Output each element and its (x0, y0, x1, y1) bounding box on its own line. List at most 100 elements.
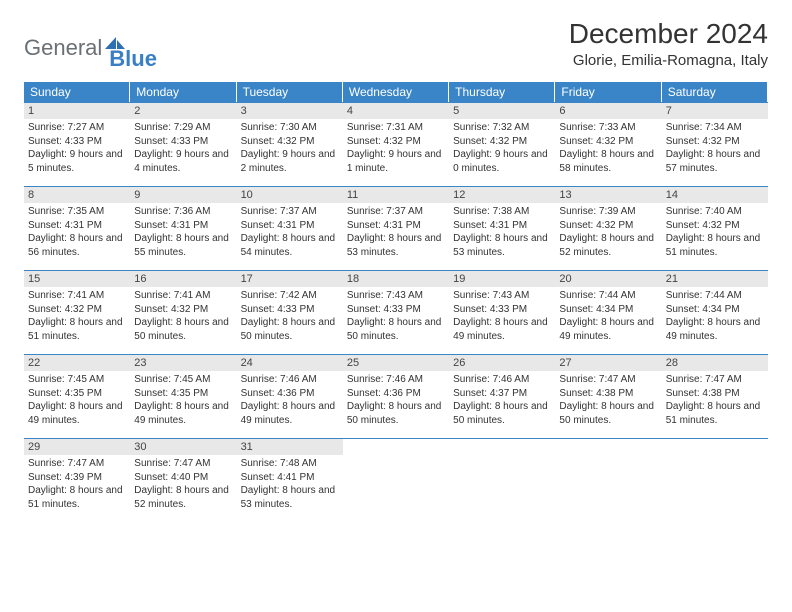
day-info: Sunrise: 7:47 AMSunset: 4:39 PMDaylight:… (24, 455, 130, 517)
title-block: December 2024 Glorie, Emilia-Romagna, It… (569, 18, 768, 69)
day-info: Sunrise: 7:47 AMSunset: 4:38 PMDaylight:… (662, 371, 768, 433)
logo-text-general: General (24, 35, 102, 61)
day-number: 11 (343, 187, 449, 203)
logo-sail-icon (105, 37, 125, 49)
day-number: 5 (449, 103, 555, 119)
month-title: December 2024 (569, 18, 768, 50)
calendar-cell (343, 438, 449, 522)
calendar-cell (555, 438, 661, 522)
day-number: 28 (662, 355, 768, 371)
calendar-cell: 20Sunrise: 7:44 AMSunset: 4:34 PMDayligh… (555, 270, 661, 354)
day-info: Sunrise: 7:47 AMSunset: 4:40 PMDaylight:… (130, 455, 236, 517)
day-info: Sunrise: 7:27 AMSunset: 4:33 PMDaylight:… (24, 119, 130, 181)
calendar-cell: 29Sunrise: 7:47 AMSunset: 4:39 PMDayligh… (24, 438, 130, 522)
day-number: 23 (130, 355, 236, 371)
day-info: Sunrise: 7:39 AMSunset: 4:32 PMDaylight:… (555, 203, 661, 265)
day-number: 17 (237, 271, 343, 287)
calendar-grid: SundayMondayTuesdayWednesdayThursdayFrid… (24, 82, 768, 522)
day-header: Friday (555, 82, 661, 102)
day-number: 30 (130, 439, 236, 455)
day-number: 14 (662, 187, 768, 203)
calendar-cell: 23Sunrise: 7:45 AMSunset: 4:35 PMDayligh… (130, 354, 236, 438)
calendar-cell: 14Sunrise: 7:40 AMSunset: 4:32 PMDayligh… (662, 186, 768, 270)
calendar-cell: 1Sunrise: 7:27 AMSunset: 4:33 PMDaylight… (24, 102, 130, 186)
day-number: 21 (662, 271, 768, 287)
calendar-cell (662, 438, 768, 522)
day-number: 19 (449, 271, 555, 287)
day-info: Sunrise: 7:38 AMSunset: 4:31 PMDaylight:… (449, 203, 555, 265)
day-number: 7 (662, 103, 768, 119)
calendar-cell: 6Sunrise: 7:33 AMSunset: 4:32 PMDaylight… (555, 102, 661, 186)
day-number: 29 (24, 439, 130, 455)
day-info: Sunrise: 7:37 AMSunset: 4:31 PMDaylight:… (343, 203, 449, 265)
day-info: Sunrise: 7:36 AMSunset: 4:31 PMDaylight:… (130, 203, 236, 265)
day-info: Sunrise: 7:46 AMSunset: 4:37 PMDaylight:… (449, 371, 555, 433)
calendar-page: General Blue December 2024 Glorie, Emili… (0, 0, 792, 540)
calendar-cell: 3Sunrise: 7:30 AMSunset: 4:32 PMDaylight… (237, 102, 343, 186)
day-info: Sunrise: 7:34 AMSunset: 4:32 PMDaylight:… (662, 119, 768, 181)
day-header: Thursday (449, 82, 555, 102)
day-info: Sunrise: 7:44 AMSunset: 4:34 PMDaylight:… (662, 287, 768, 349)
day-info: Sunrise: 7:42 AMSunset: 4:33 PMDaylight:… (237, 287, 343, 349)
day-number: 6 (555, 103, 661, 119)
calendar-cell: 17Sunrise: 7:42 AMSunset: 4:33 PMDayligh… (237, 270, 343, 354)
day-number: 27 (555, 355, 661, 371)
calendar-cell (449, 438, 555, 522)
day-info: Sunrise: 7:37 AMSunset: 4:31 PMDaylight:… (237, 203, 343, 265)
calendar-cell: 7Sunrise: 7:34 AMSunset: 4:32 PMDaylight… (662, 102, 768, 186)
day-number: 15 (24, 271, 130, 287)
header: General Blue December 2024 Glorie, Emili… (24, 18, 768, 72)
day-number: 22 (24, 355, 130, 371)
day-number: 12 (449, 187, 555, 203)
day-info: Sunrise: 7:35 AMSunset: 4:31 PMDaylight:… (24, 203, 130, 265)
day-header: Tuesday (237, 82, 343, 102)
day-number: 3 (237, 103, 343, 119)
calendar-cell: 5Sunrise: 7:32 AMSunset: 4:32 PMDaylight… (449, 102, 555, 186)
day-number: 31 (237, 439, 343, 455)
day-info: Sunrise: 7:43 AMSunset: 4:33 PMDaylight:… (343, 287, 449, 349)
day-header: Wednesday (343, 82, 449, 102)
day-info: Sunrise: 7:45 AMSunset: 4:35 PMDaylight:… (24, 371, 130, 433)
day-info: Sunrise: 7:40 AMSunset: 4:32 PMDaylight:… (662, 203, 768, 265)
day-header: Saturday (662, 82, 768, 102)
calendar-cell: 22Sunrise: 7:45 AMSunset: 4:35 PMDayligh… (24, 354, 130, 438)
day-info: Sunrise: 7:43 AMSunset: 4:33 PMDaylight:… (449, 287, 555, 349)
day-number: 18 (343, 271, 449, 287)
calendar-cell: 11Sunrise: 7:37 AMSunset: 4:31 PMDayligh… (343, 186, 449, 270)
day-number: 24 (237, 355, 343, 371)
day-info: Sunrise: 7:30 AMSunset: 4:32 PMDaylight:… (237, 119, 343, 181)
day-number: 20 (555, 271, 661, 287)
day-header: Monday (130, 82, 236, 102)
day-number: 1 (24, 103, 130, 119)
day-number: 10 (237, 187, 343, 203)
day-info: Sunrise: 7:45 AMSunset: 4:35 PMDaylight:… (130, 371, 236, 433)
day-info: Sunrise: 7:44 AMSunset: 4:34 PMDaylight:… (555, 287, 661, 349)
calendar-cell: 24Sunrise: 7:46 AMSunset: 4:36 PMDayligh… (237, 354, 343, 438)
day-number: 13 (555, 187, 661, 203)
day-number: 9 (130, 187, 236, 203)
day-info: Sunrise: 7:41 AMSunset: 4:32 PMDaylight:… (24, 287, 130, 349)
day-number: 26 (449, 355, 555, 371)
calendar-cell: 26Sunrise: 7:46 AMSunset: 4:37 PMDayligh… (449, 354, 555, 438)
calendar-cell: 27Sunrise: 7:47 AMSunset: 4:38 PMDayligh… (555, 354, 661, 438)
day-number: 16 (130, 271, 236, 287)
calendar-cell: 19Sunrise: 7:43 AMSunset: 4:33 PMDayligh… (449, 270, 555, 354)
calendar-cell: 10Sunrise: 7:37 AMSunset: 4:31 PMDayligh… (237, 186, 343, 270)
day-header: Sunday (24, 82, 130, 102)
calendar-cell: 25Sunrise: 7:46 AMSunset: 4:36 PMDayligh… (343, 354, 449, 438)
day-number: 8 (24, 187, 130, 203)
calendar-cell: 9Sunrise: 7:36 AMSunset: 4:31 PMDaylight… (130, 186, 236, 270)
day-info: Sunrise: 7:47 AMSunset: 4:38 PMDaylight:… (555, 371, 661, 433)
logo: General Blue (24, 18, 157, 72)
day-info: Sunrise: 7:32 AMSunset: 4:32 PMDaylight:… (449, 119, 555, 181)
location-text: Glorie, Emilia-Romagna, Italy (569, 52, 768, 69)
day-info: Sunrise: 7:46 AMSunset: 4:36 PMDaylight:… (343, 371, 449, 433)
calendar-cell: 12Sunrise: 7:38 AMSunset: 4:31 PMDayligh… (449, 186, 555, 270)
day-number: 2 (130, 103, 236, 119)
calendar-cell: 4Sunrise: 7:31 AMSunset: 4:32 PMDaylight… (343, 102, 449, 186)
day-info: Sunrise: 7:33 AMSunset: 4:32 PMDaylight:… (555, 119, 661, 181)
day-info: Sunrise: 7:46 AMSunset: 4:36 PMDaylight:… (237, 371, 343, 433)
calendar-cell: 15Sunrise: 7:41 AMSunset: 4:32 PMDayligh… (24, 270, 130, 354)
day-number: 4 (343, 103, 449, 119)
calendar-cell: 31Sunrise: 7:48 AMSunset: 4:41 PMDayligh… (237, 438, 343, 522)
